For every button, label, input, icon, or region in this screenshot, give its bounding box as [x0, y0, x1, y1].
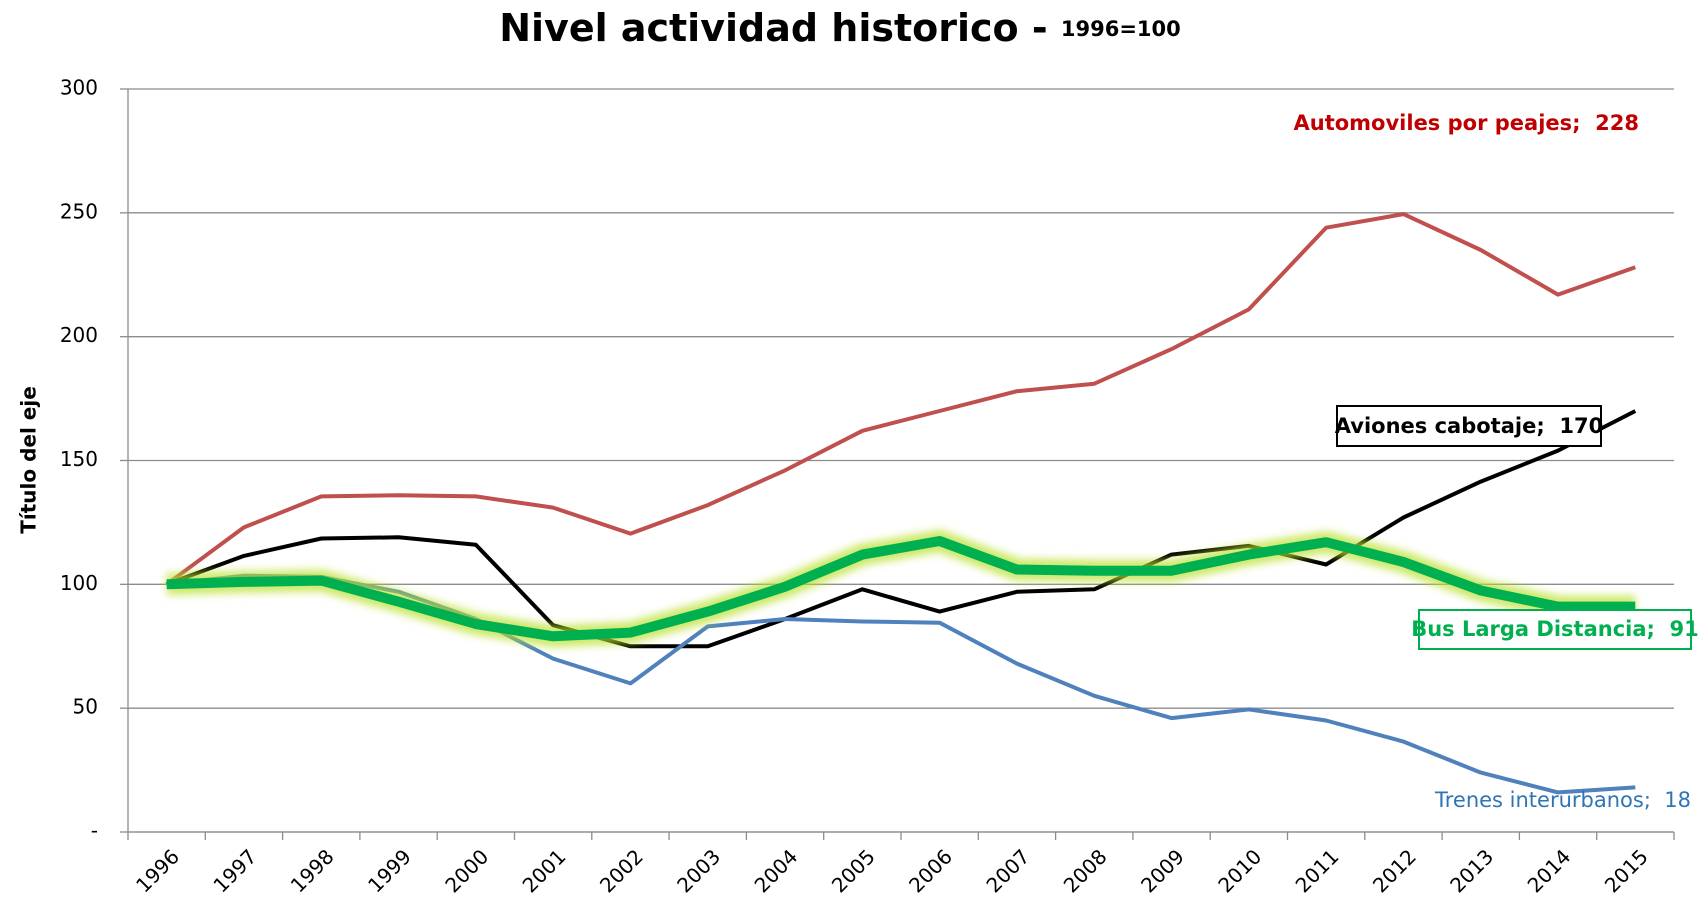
series-name: Bus Larga Distancia — [1411, 617, 1646, 641]
y-axis-label: Título del eje — [17, 386, 41, 534]
value-label: ; 91 — [1647, 617, 1699, 641]
series-end-label: Bus Larga Distancia; 91 — [1411, 617, 1699, 641]
y-tick-label: 50 — [73, 695, 98, 719]
x-tick-label: 2010 — [1213, 844, 1266, 897]
value-label: ; 170 — [1536, 414, 1603, 438]
x-tick-label: 1998 — [286, 844, 339, 897]
x-tick-label: 2015 — [1600, 844, 1653, 897]
x-tick-label: 2008 — [1059, 844, 1112, 897]
label-box — [1336, 405, 1602, 447]
x-tick-label: 2013 — [1445, 844, 1498, 897]
y-tick-label: 150 — [60, 447, 98, 471]
y-tick-label: 250 — [60, 199, 98, 223]
x-tick-label: 2003 — [672, 844, 725, 897]
value-label: ; 228 — [1572, 111, 1639, 135]
series-name: Trenes interurbanos — [1434, 788, 1644, 812]
x-tick-label: 2014 — [1523, 844, 1576, 897]
series-line — [166, 409, 1637, 649]
x-tick-label: 1999 — [363, 844, 416, 897]
series-line — [166, 536, 1636, 642]
x-tick-label: 2005 — [827, 844, 880, 897]
x-tick-label: 1996 — [131, 844, 184, 897]
y-tick-label: - — [91, 819, 98, 843]
y-tick-label: 300 — [60, 76, 98, 100]
x-tick-label: 2012 — [1368, 844, 1421, 897]
chart-title: Nivel actividad historico - 1996=100 — [499, 6, 1181, 50]
value-label: ; 18 — [1644, 788, 1691, 812]
x-tick-label: 2006 — [904, 844, 957, 897]
x-tick-label: 1997 — [208, 844, 261, 897]
y-tick-label: 200 — [60, 323, 98, 347]
series-name: Automoviles por peajes — [1294, 111, 1573, 135]
x-tick-label: 2002 — [595, 844, 648, 897]
x-tick-label: 2011 — [1291, 844, 1344, 897]
series-end-label: Aviones cabotaje; 170 — [1335, 414, 1603, 438]
x-tick-label: 2001 — [518, 844, 571, 897]
series-line — [165, 212, 1636, 586]
series-end-label: Automoviles por peajes; 228 — [1294, 111, 1640, 135]
series-end-label: Trenes interurbanos; 18 — [1434, 788, 1691, 812]
x-tick-label: 2007 — [981, 844, 1034, 897]
x-tick-label: 2000 — [440, 844, 493, 897]
title: Nivel actividad historico - — [499, 6, 1061, 50]
y-tick-label: 100 — [60, 571, 98, 595]
x-tick-label: 2004 — [750, 844, 803, 897]
series-name: Aviones cabotaje — [1335, 414, 1537, 438]
label-box — [1418, 609, 1692, 650]
subtitle: 1996=100 — [1061, 17, 1181, 41]
x-tick-label: 2009 — [1136, 844, 1189, 897]
